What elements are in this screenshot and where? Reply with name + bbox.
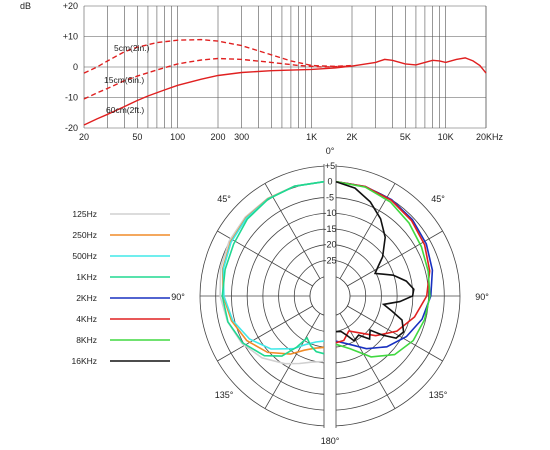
- x-tick-label: 50: [132, 132, 142, 142]
- polar-series-lines: [219, 180, 434, 365]
- polar-spoke: [347, 305, 443, 362]
- angle-label: 90°: [475, 292, 489, 302]
- y-tick-label: -20: [65, 123, 78, 133]
- legend-label: 8KHz: [76, 335, 97, 345]
- legend-label: 125Hz: [72, 209, 97, 219]
- x-tick-label: 20: [79, 132, 89, 142]
- radial-tick-label: -20: [323, 240, 336, 250]
- legend-label: 4KHz: [76, 314, 97, 324]
- y-tick-label: -10: [65, 93, 78, 103]
- polar-series-line: [221, 180, 325, 355]
- polar-series-line: [335, 180, 415, 342]
- polar-series-line: [219, 180, 325, 365]
- legend-label: 500Hz: [72, 251, 97, 261]
- angle-label: 45°: [217, 194, 231, 204]
- polar-spoke: [347, 230, 443, 287]
- series-annotation: 15cm(6in.): [104, 75, 144, 85]
- legend-label: 250Hz: [72, 230, 97, 240]
- x-tick-label: 2K: [346, 132, 357, 142]
- polar-spoke: [264, 313, 321, 409]
- frequency-series-line: [83, 38, 353, 74]
- polar-pattern-chart: +5 0 -5 -10 -15 -20 -25 0° 45° 90° 135° 180° 135° 90°…: [71, 146, 489, 446]
- x-tick-label: 100: [170, 132, 185, 142]
- angle-label: 45°: [431, 194, 445, 204]
- polar-grid: [199, 163, 461, 429]
- y-tick-label: +10: [63, 32, 78, 42]
- angle-label: 180°: [321, 436, 340, 446]
- legend-label: 2KHz: [76, 293, 97, 303]
- radial-tick-label: +5: [325, 161, 335, 171]
- x-tick-label: 5K: [400, 132, 411, 142]
- angle-label: 0°: [326, 146, 335, 156]
- x-tick-label: 200: [210, 132, 225, 142]
- series-annotation: 5cm(2in.): [114, 43, 150, 53]
- radial-tick-label: -10: [323, 208, 336, 218]
- legend-label: 16KHz: [71, 356, 97, 366]
- polar-series-line: [335, 180, 431, 358]
- y-unit-label: dB: [20, 1, 31, 11]
- frequency-grid: [83, 5, 487, 129]
- polar-series-line: [335, 180, 431, 344]
- polar-series-line: [335, 180, 434, 350]
- angle-label: 90°: [171, 292, 185, 302]
- angle-label: 135°: [215, 390, 234, 400]
- x-tick-label: 20KHz: [476, 132, 504, 142]
- series-annotation: 60cm(2ft.): [106, 105, 144, 115]
- y-tick-label: 0: [73, 62, 78, 72]
- polar-series-line: [221, 180, 325, 357]
- polar-series-line: [222, 180, 325, 350]
- legend-label: 1KHz: [76, 272, 97, 282]
- radial-tick-label: -25: [323, 255, 336, 265]
- polar-spoke: [217, 305, 313, 362]
- y-tick-label: +20: [63, 1, 78, 11]
- frequency-series-lines: [83, 38, 487, 126]
- angle-label: 135°: [429, 390, 448, 400]
- radial-tick-label: -15: [323, 224, 336, 234]
- polar-labels: +5 0 -5 -10 -15 -20 -25 0° 45° 90° 135° 180° 135° 90°…: [171, 146, 489, 446]
- polar-gap: [324, 163, 336, 429]
- frequency-series-annotations: 5cm(2in.) 15cm(6in.) 60cm(2ft.): [104, 43, 150, 115]
- x-tick-label: 10K: [438, 132, 454, 142]
- polar-spoke: [339, 313, 396, 409]
- frequency-series-line: [83, 57, 487, 126]
- frequency-series-line: [83, 57, 353, 100]
- radial-tick-label: -5: [326, 192, 334, 202]
- polar-legend: 125Hz 250Hz 500Hz 1KHz 2KHz 4KHz 8KHz 16KHz: [71, 209, 170, 366]
- x-tick-label: 300: [234, 132, 249, 142]
- x-tick-label: 1K: [306, 132, 317, 142]
- polar-spoke: [264, 183, 321, 279]
- radial-tick-label: 0: [327, 177, 332, 187]
